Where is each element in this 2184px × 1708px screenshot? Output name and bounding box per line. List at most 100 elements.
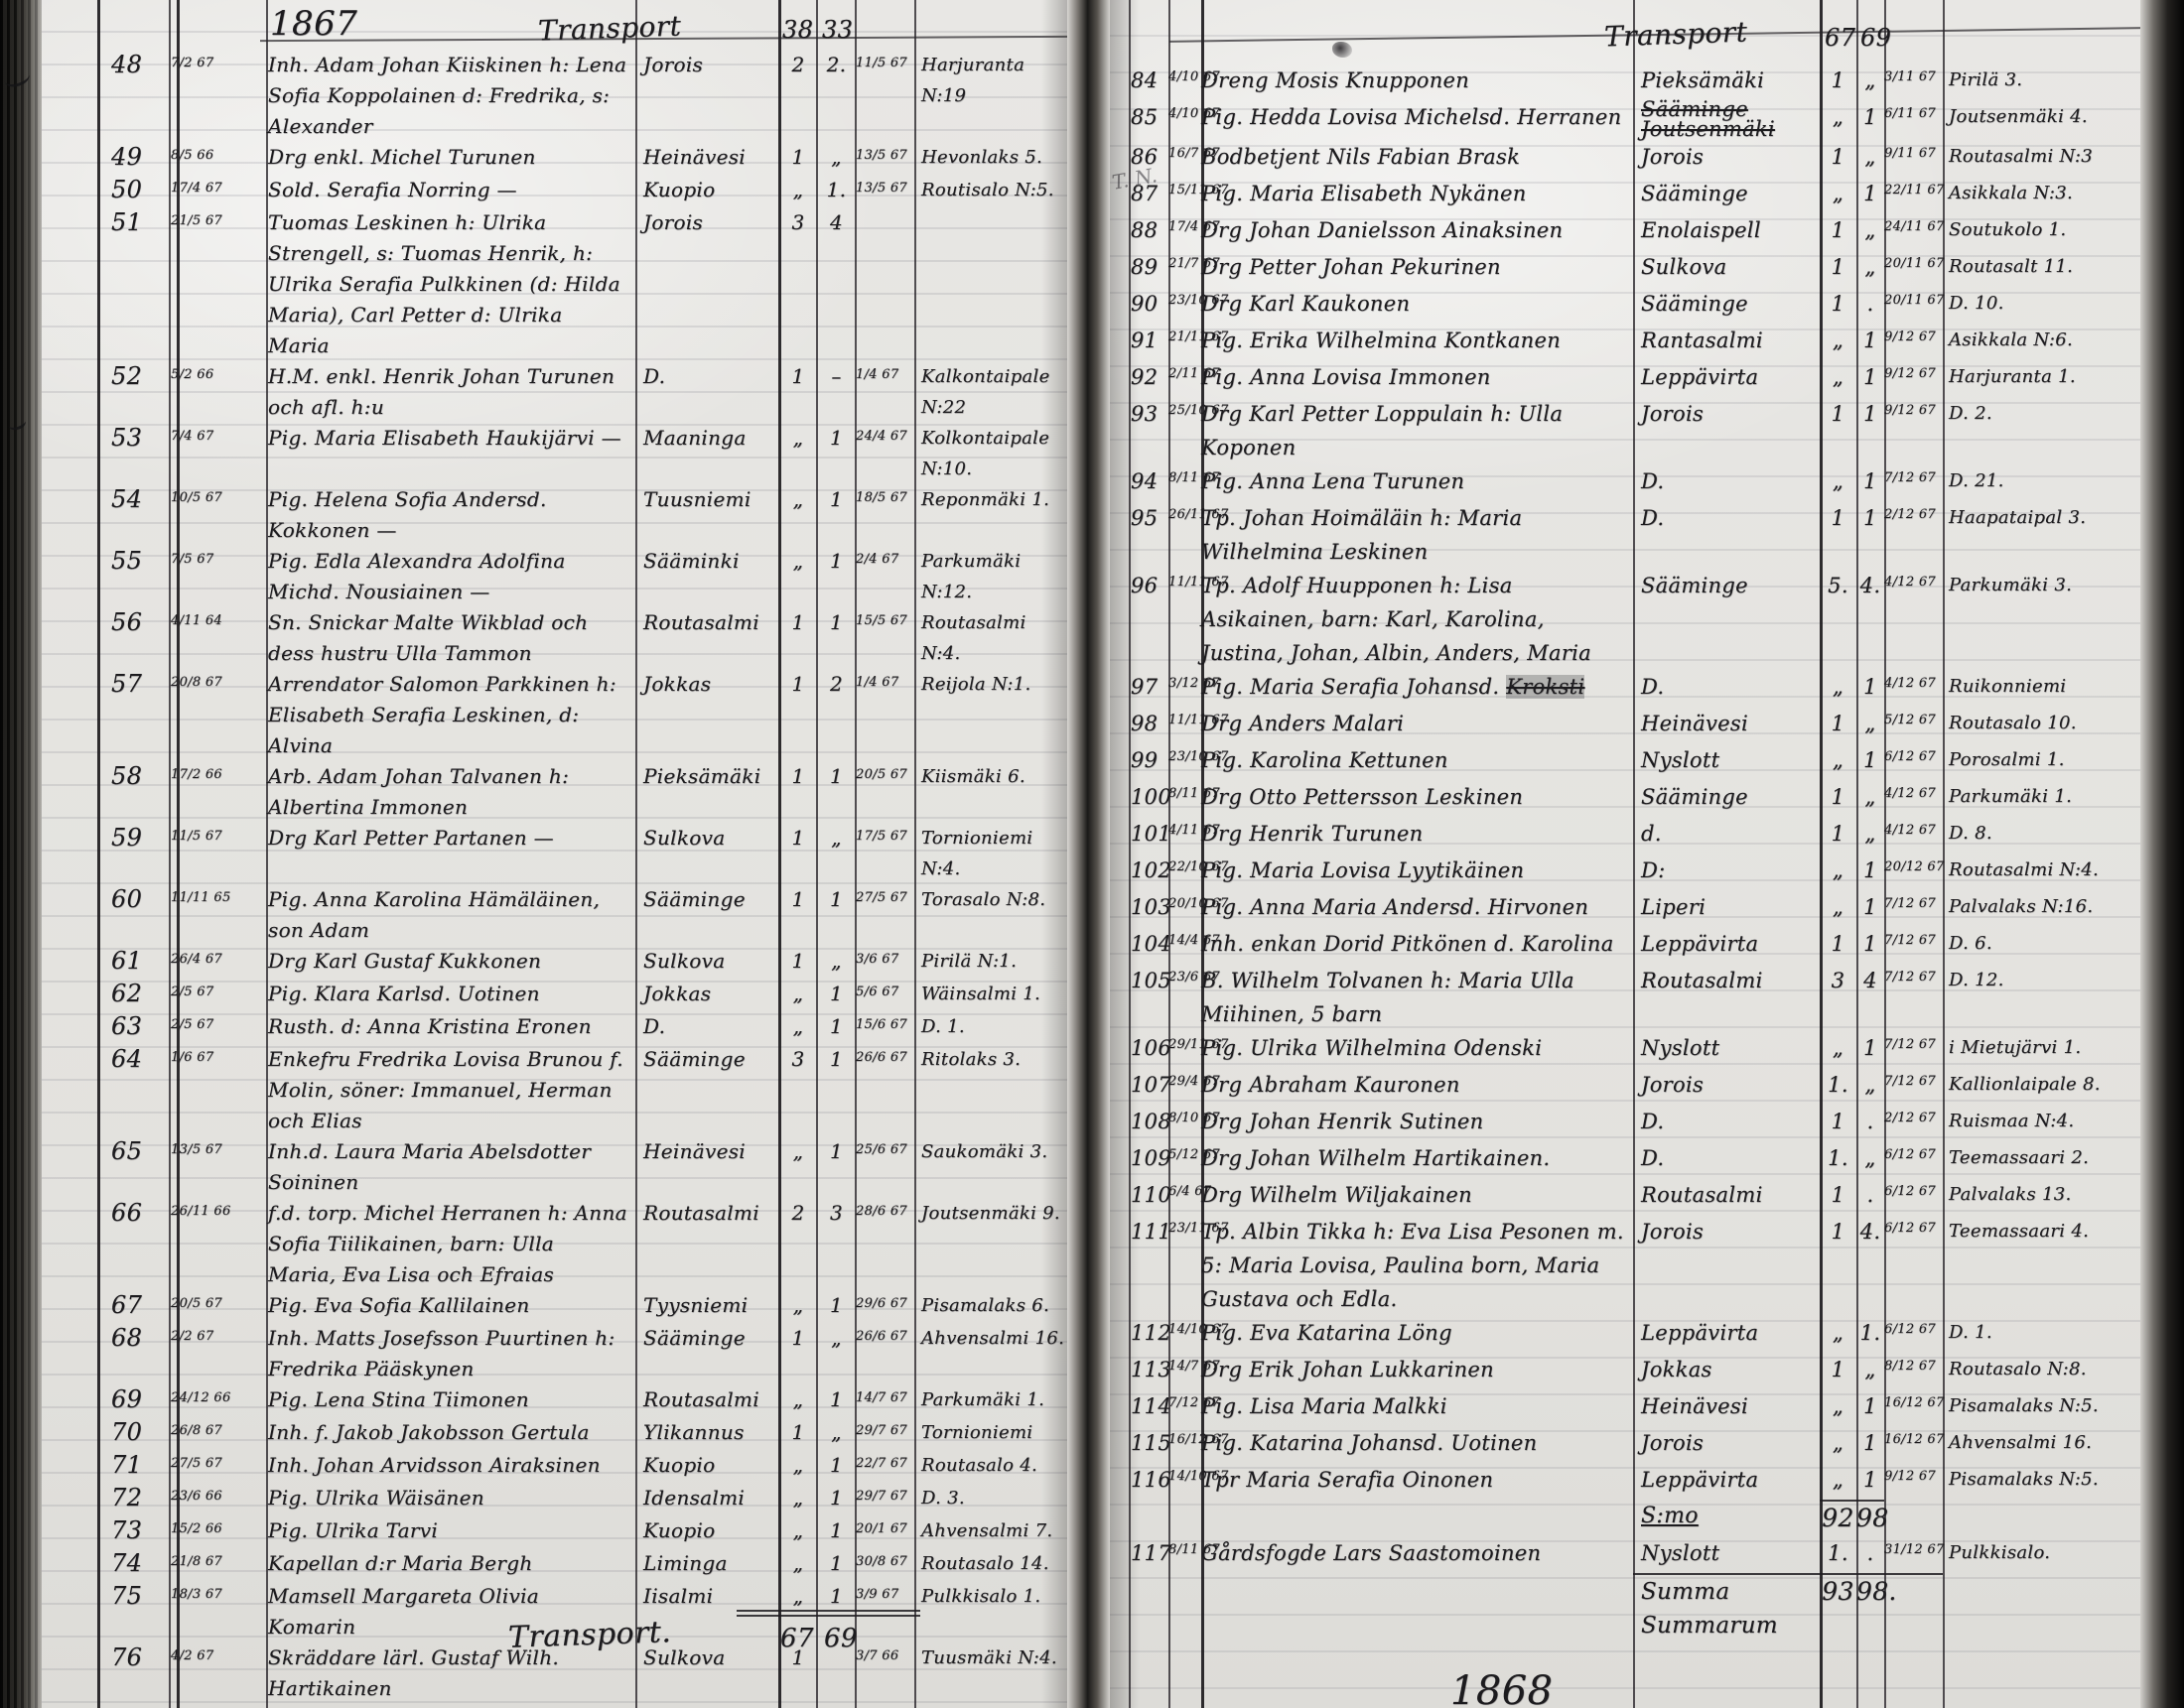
entry-text: Inh. enkan Dorid Pitkönen d. Karolina [1201, 931, 1614, 956]
table-row: 67 20/5 67 Pig. Eva Sofia Kallilainen Tyysn… [99, 1290, 1067, 1323]
count-female: 1 [1863, 674, 1877, 699]
entry-date: 2/2 67 [171, 1329, 214, 1344]
entry-outdate: 14/7 67 [856, 1390, 907, 1405]
entry-text: Pig. Edla Alexandra Adolfina Michd. Nous… [268, 549, 566, 603]
entry-no: 105 [1131, 968, 1171, 992]
count-male: „ [792, 1387, 804, 1411]
entry-no: 96 [1131, 573, 1159, 597]
count-female: „ [1864, 217, 1876, 242]
entry-date: 17/4 67 [171, 181, 222, 196]
entry-date: 3/12 67 [1168, 675, 1220, 691]
entry-place: D: [1641, 857, 1666, 882]
entry-destination: D. 2. [1949, 402, 1992, 424]
count-male: „ [792, 1293, 804, 1317]
entry-destination: Ahvensalmi 7. [921, 1520, 1053, 1541]
entry-no: 89 [1131, 254, 1159, 279]
transport-count-male: 38 [782, 16, 814, 44]
entry-destination: Asikkala N:3. [1949, 182, 2073, 203]
count-male: „ [792, 549, 804, 573]
table-row: 60 11/11 65 Pig. Anna Karolina Hämäläinen,… [99, 884, 1067, 946]
count-female: „ [831, 826, 842, 850]
count-female: . [1866, 1109, 1874, 1133]
entry-destination: Reponmäki 1. [921, 489, 1050, 510]
count-male: 1 [791, 887, 805, 911]
entry-outdate: 9/12 67 [1884, 365, 1936, 381]
entry-place: Sääminge [643, 887, 746, 911]
sum-label: Summa Summarum [1633, 1572, 1820, 1642]
entry-place: Jorois [1641, 144, 1705, 169]
entry-no: 97 [1131, 674, 1159, 699]
entry-place: Nyslott [1641, 747, 1720, 772]
entry-date: 11/11 65 [171, 890, 231, 905]
count-male: „ [1832, 1467, 1844, 1492]
entry-outdate: 5/10 67 [856, 1704, 915, 1708]
entry-text: Mamsell Margareta Olivia Komarin [268, 1584, 540, 1639]
table-row: 112 14/10 67 Pig. Eva Katarina Löng Leppävi… [1129, 1316, 2142, 1353]
entry-destination: D. 1. [1949, 1321, 1992, 1343]
entry-place: Liminga [643, 1551, 728, 1575]
count-male: 3 [779, 1704, 817, 1708]
entry-date: 14/4 67 [1168, 932, 1220, 948]
entry-date: 16/7 67 [1168, 145, 1220, 161]
entry-place: Leppävirta [1641, 931, 1759, 956]
count-female: 3 [829, 1201, 844, 1225]
entry-place: Tuusniemi [643, 487, 751, 511]
count-female: 1 [1863, 1467, 1877, 1492]
entry-outdate: 29/7 67 [856, 1489, 907, 1504]
count-male: „ [792, 1486, 804, 1510]
entry-place: Nyslott [1641, 1035, 1720, 1060]
entry-date: 4/10 67 [1168, 106, 1220, 121]
count-female: 1 [829, 1551, 844, 1575]
entry-outdate: 6/12 67 [1884, 1183, 1936, 1199]
entry-place: Sääminge [643, 1047, 746, 1071]
count-female: „ [1864, 1072, 1876, 1097]
column-rule [855, 0, 857, 1708]
entry-outdate: 26/6 67 [856, 1050, 907, 1065]
count-female: „ [1864, 1357, 1876, 1381]
entry-text: Drg Abraham Kauronen [1201, 1072, 1460, 1097]
entry-outdate: 3/7 66 [856, 1648, 899, 1663]
entry-place: Rantasalmi [1641, 328, 1763, 352]
entry-outdate: 6/12 67 [1884, 1146, 1936, 1162]
entry-outdate: 15/6 67 [856, 1017, 907, 1032]
entry-destination: Saukomäki 3. [921, 1141, 1048, 1162]
count-female: „ [1864, 784, 1876, 809]
table-row: 58 17/2 66 Arb. Adam Johan Talvanen h: Alb… [99, 761, 1067, 823]
entry-destination: Kalkontaipale N:22 [921, 366, 1050, 418]
entry-date: 7/5 67 [171, 552, 214, 567]
transport-count-female: 33 [822, 16, 854, 44]
entry-text: Pig. Hedda Lovisa Michelsd. Herranen [1201, 105, 1622, 129]
entry-no: 70 [111, 1418, 143, 1446]
table-row: 63 2/5 67 Rusth. d: Anna Kristina Eronen D.… [99, 1011, 1067, 1044]
count-male: 2 [791, 53, 805, 76]
count-male: „ [1832, 1430, 1844, 1455]
entry-outdate: 17/5 67 [856, 829, 907, 844]
entry-no: 106 [1131, 1035, 1171, 1060]
table-row: 117 8/11 67 Gårdsfogde Lars Saastomoinen Ny… [1129, 1536, 2142, 1573]
count-female: 4 [1863, 968, 1877, 992]
entry-place: Sääminge Joutsenmäki [1633, 99, 1820, 140]
count-male: „ [1832, 364, 1844, 389]
count-male: 1 [1831, 254, 1845, 279]
entry-date: 2/5 67 [171, 1017, 214, 1032]
entry-destination: Routasalmi N:3 [1949, 145, 2094, 167]
entry-no: 74 [111, 1549, 143, 1577]
entry-outdate: 3/6 67 [856, 952, 899, 967]
entry-date: 20/5 67 [171, 1296, 222, 1311]
count-male: 1 [1831, 291, 1845, 316]
entry-outdate: 15/5 67 [856, 613, 907, 628]
table-row: 56 4/11 64 Sn. Snickar Malte Wikblad och d… [99, 607, 1067, 669]
entry-no: 115 [1131, 1430, 1171, 1455]
column-rule [1201, 0, 1204, 1708]
entry-destination: Tuusmäki N:4. [921, 1647, 1057, 1668]
table-row: 74 21/8 67 Kapellan d:r Maria Bergh Liminga… [99, 1548, 1067, 1581]
count-male: 1 [1831, 217, 1845, 242]
entry-destination: D. 8. [1949, 822, 1992, 844]
count-male: „ [792, 1139, 804, 1163]
entry-date: 4/11 64 [171, 613, 222, 628]
entry-date: 18/3 67 [171, 1587, 222, 1602]
count-male: 1 [1831, 1109, 1845, 1133]
table-row: 91 21/11 67 Pig. Erika Wilhelmina Kontkane… [1129, 324, 2142, 360]
entry-date [1168, 1573, 1201, 1580]
entry-place: Leppävirta [1641, 364, 1759, 389]
